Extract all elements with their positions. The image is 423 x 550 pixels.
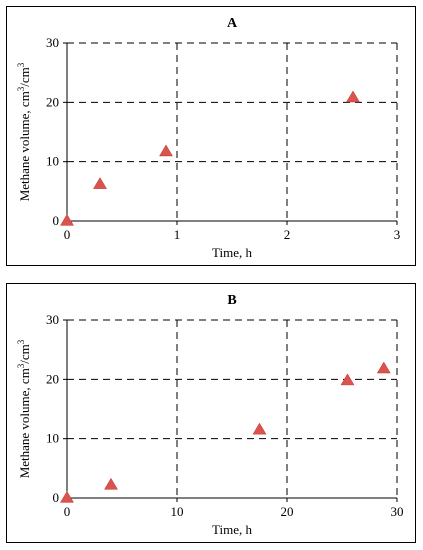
x-tick-label: 3 [394, 227, 401, 242]
data-point-triangle [60, 213, 74, 226]
data-point-triangle [346, 90, 360, 103]
chart-title: A [227, 16, 238, 31]
data-point-triangle [252, 422, 267, 435]
x-tick-label: 2 [284, 227, 291, 242]
y-tick-label: 20 [46, 371, 59, 386]
y-axis-title-part: 3 [16, 62, 26, 67]
y-tick-label: 20 [46, 94, 59, 109]
x-axis-title: Time, h [212, 245, 252, 260]
y-tick-label: 0 [53, 213, 60, 228]
y-tick-label: 0 [53, 490, 60, 505]
y-axis-title-part: Methane volume, cm [17, 91, 32, 201]
x-tick-label: 1 [174, 227, 181, 242]
chart-panel-a: A 0 10 20 30 0 1 2 3 Time, h Methane volume, cm3/c… [6, 6, 416, 266]
y-axis-title-part: /cm [17, 344, 32, 364]
data-point-triangle [93, 177, 107, 189]
x-tick-label: 0 [64, 504, 71, 519]
y-axis-title-part: 3 [16, 339, 26, 344]
x-tick-label: 30 [391, 504, 404, 519]
data-point-triangle [340, 373, 355, 386]
y-axis-title: Methane volume, cm3/cm3 [16, 62, 32, 201]
chart-b-svg: B 0 10 20 30 0 10 20 30 Time, h Methane volume, cm… [16, 293, 404, 537]
x-tick-label: 20 [281, 504, 294, 519]
y-axis-title: Methane volume, cm3/cm3 [16, 339, 32, 478]
data-point-triangle [159, 144, 173, 157]
y-tick-label: 10 [46, 154, 59, 169]
x-tick-label: 10 [171, 504, 184, 519]
y-tick-label: 30 [46, 312, 59, 327]
y-axis-title-part: Methane volume, cm [17, 368, 32, 478]
x-tick-label: 0 [64, 227, 71, 242]
chart-panel-b: B 0 10 20 30 0 10 20 30 Time, h Methane volume, cm… [6, 283, 416, 543]
data-point-triangle [104, 477, 118, 490]
data-point-triangle [60, 490, 74, 503]
y-axis-title-part: /cm [17, 67, 32, 87]
data-point-triangle [376, 361, 391, 374]
chart-title: B [227, 293, 236, 308]
y-axis-title-part: 3 [16, 86, 26, 91]
y-tick-label: 30 [46, 35, 59, 50]
x-axis-title: Time, h [212, 522, 252, 537]
y-tick-label: 10 [46, 431, 59, 446]
y-axis-title-part: 3 [16, 363, 26, 368]
